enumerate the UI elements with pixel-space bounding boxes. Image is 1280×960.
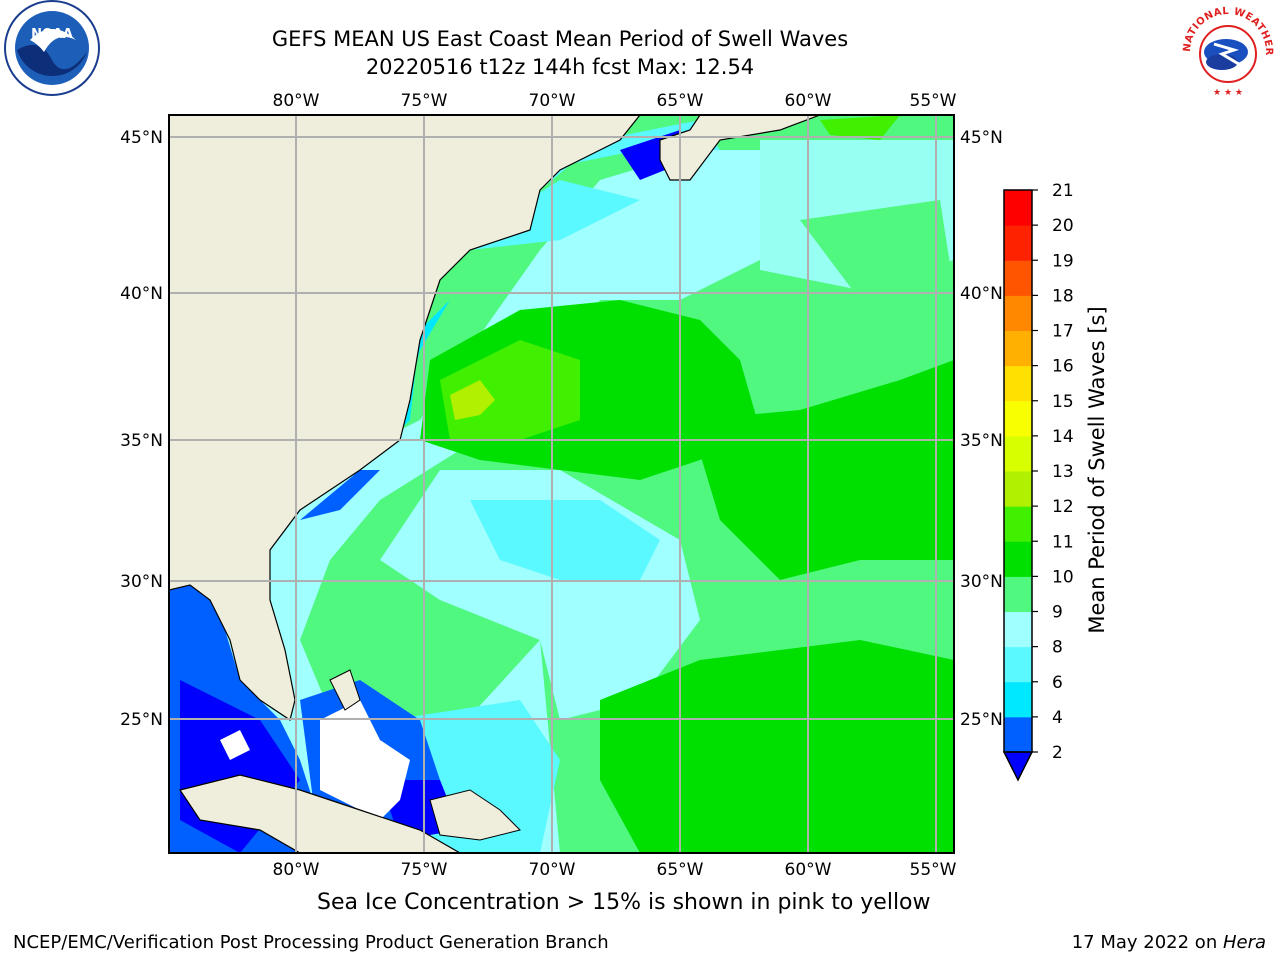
- colorbar-under-arrow: [1002, 751, 1034, 782]
- colorbar-segment: [1004, 295, 1032, 331]
- colorbar-tick-label: 21: [1052, 181, 1074, 201]
- colorbar-segment: [1004, 225, 1032, 261]
- colorbar-segment: [1004, 330, 1032, 367]
- lon-tick-top: 70°W: [529, 91, 576, 111]
- colorbar-segment: [1004, 576, 1032, 612]
- colorbar-segment: [1004, 365, 1032, 402]
- svg-text:NOAA: NOAA: [31, 27, 73, 42]
- lon-tick-bottom: 65°W: [657, 860, 704, 880]
- colorbar-segment: [1004, 435, 1032, 472]
- colorbar-segment: [1004, 646, 1032, 683]
- credit-date: 17 May 2022 on: [1071, 932, 1223, 953]
- colorbar-tick-label: 19: [1052, 251, 1074, 271]
- lon-tick-top: 65°W: [657, 91, 704, 111]
- colorbar-tick-label: 16: [1052, 357, 1074, 377]
- svg-text:★ ★ ★: ★ ★ ★: [1213, 88, 1243, 98]
- colorbar-tick-label: 20: [1052, 216, 1074, 236]
- colorbar-segment: [1004, 541, 1032, 577]
- lat-tick-right: 40°N: [960, 284, 1003, 304]
- map-frame: [168, 114, 955, 854]
- graticule: [169, 115, 954, 853]
- noaa-logo-icon: NOAA: [4, 0, 100, 96]
- colorbar-tick-label: 13: [1052, 462, 1074, 482]
- lat-tick-right: 45°N: [960, 128, 1003, 148]
- colorbar-tick-label: 8: [1052, 638, 1063, 658]
- lat-tick-left: 35°N: [120, 431, 163, 451]
- lat-tick-right: 25°N: [960, 710, 1003, 730]
- lon-tick-top: 75°W: [401, 91, 448, 111]
- colorbar-tick-label: 18: [1052, 286, 1074, 306]
- lon-tick-top: 60°W: [785, 91, 832, 111]
- colorbar-tick-label: 4: [1052, 708, 1063, 728]
- land-mass: [169, 115, 821, 853]
- colorbar-tick-label: 2: [1052, 743, 1063, 763]
- lon-tick-bottom: 70°W: [529, 860, 576, 880]
- lat-tick-left: 45°N: [120, 128, 163, 148]
- lon-tick-top: 55°W: [910, 91, 957, 111]
- nws-logo-icon: NATIONAL WEATHER SERVICE ★ ★ ★: [1176, 0, 1274, 98]
- lon-tick-bottom: 60°W: [785, 860, 832, 880]
- colorbar: 2 4 6 8 9 10 11 12 13 14 15 16 17 18 19 20 21: [1002, 181, 1074, 782]
- colorbar-tick-label: 10: [1052, 567, 1074, 587]
- colorbar-segment: [1004, 716, 1032, 753]
- lat-tick-left: 30°N: [120, 572, 163, 592]
- colorbar-tick-label: 17: [1052, 322, 1074, 342]
- chart-subtitle: 20220516 t12z 144h fcst Max: 12.54: [365, 55, 755, 79]
- colorbar-tick-label: 11: [1052, 532, 1074, 552]
- colorbar-tick-label: 14: [1052, 427, 1074, 447]
- colorbar-segment: [1004, 471, 1032, 507]
- credit-right: 17 May 2022 on Hera: [1072, 932, 1266, 953]
- colorbar-label: Mean Period of Swell Waves [s]: [1085, 306, 1109, 634]
- lon-tick-bottom: 75°W: [401, 860, 448, 880]
- credit-host: Hera: [1222, 932, 1266, 953]
- lon-tick-bottom: 80°W: [273, 860, 320, 880]
- colorbar-segment: [1004, 190, 1032, 226]
- colorbar-tick-label: 9: [1052, 603, 1063, 623]
- sea-ice-note: Sea Ice Concentration > 15% is shown in …: [317, 890, 931, 915]
- lat-tick-left: 40°N: [120, 284, 163, 304]
- colorbar-segment: [1004, 400, 1032, 437]
- colorbar-segment: [1004, 681, 1032, 718]
- lat-tick-right: 35°N: [960, 431, 1003, 451]
- lon-tick-bottom: 55°W: [910, 860, 957, 880]
- colorbar-tick-label: 6: [1052, 673, 1063, 693]
- lat-tick-right: 30°N: [960, 572, 1003, 592]
- colorbar-segment: [1004, 506, 1032, 542]
- colorbar-segment: [1004, 611, 1032, 648]
- credit-left: NCEP/EMC/Verification Post Processing Pr…: [13, 932, 609, 953]
- colorbar-segment: [1004, 260, 1032, 296]
- lat-tick-left: 25°N: [120, 710, 163, 730]
- colorbar-tick-label: 15: [1052, 392, 1074, 412]
- chart-title: GEFS MEAN US East Coast Mean Period of S…: [271, 27, 849, 51]
- lon-tick-top: 80°W: [273, 91, 320, 111]
- colorbar-tick-label: 12: [1052, 497, 1074, 517]
